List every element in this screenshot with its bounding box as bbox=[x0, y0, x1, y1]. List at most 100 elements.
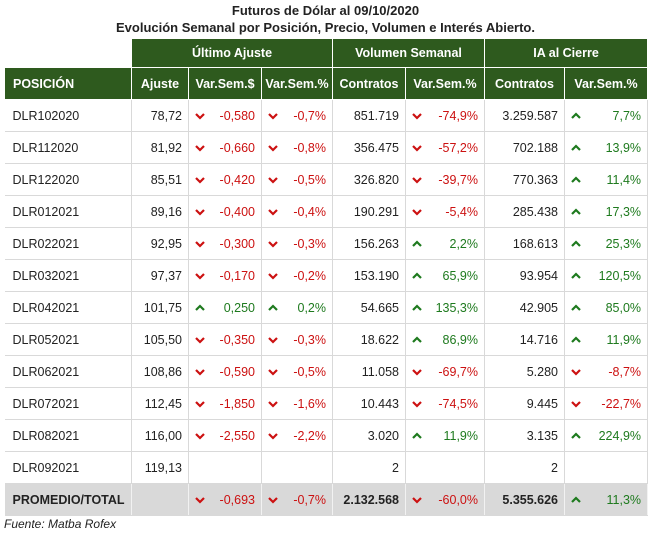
cell-contratos: 190.291 bbox=[332, 195, 406, 228]
chevron-down-icon bbox=[412, 173, 422, 187]
cell-ajuste: 105,50 bbox=[131, 323, 189, 356]
cell-var-abs: -0,420 bbox=[188, 163, 262, 196]
cell-vol-pct: -39,7% bbox=[405, 163, 485, 196]
cell-ajuste: 85,51 bbox=[131, 163, 189, 196]
table-row: DLR092021 119,13 2 2 bbox=[4, 451, 649, 484]
chevron-down-icon bbox=[412, 493, 422, 507]
cell-var-pct-value: -0,2% bbox=[293, 268, 326, 283]
cell-posicion: DLR092021 bbox=[4, 451, 132, 484]
col-ajuste: Ajuste bbox=[131, 67, 189, 100]
cell-ia-contratos: 14.716 bbox=[484, 323, 565, 356]
col-var-abs: Var.Sem.$ bbox=[188, 67, 262, 100]
table-row: DLR072021 112,45 -1,850 -1,6% 10.443 -74,5% 9.… bbox=[4, 387, 649, 420]
cell-posicion: DLR012021 bbox=[4, 195, 132, 228]
cell-ia-contratos: 9.445 bbox=[484, 387, 565, 420]
cell-ia-pct: -22,7% bbox=[564, 387, 649, 420]
cell-ia-pct: 25,3% bbox=[564, 227, 649, 260]
cell-contratos: 18.622 bbox=[332, 323, 406, 356]
cell-posicion: DLR112020 bbox=[4, 131, 132, 164]
cell-var-abs: -0,660 bbox=[188, 131, 262, 164]
header-spacer bbox=[4, 38, 132, 68]
cell-ia-pct: 7,7% bbox=[564, 99, 649, 132]
cell-ia-pct: 85,0% bbox=[564, 291, 649, 324]
cell-ajuste: 97,37 bbox=[131, 259, 189, 292]
chevron-down-icon bbox=[195, 237, 205, 251]
table-row: DLR012021 89,16 -0,400 -0,4% 190.291 -5,4% 285… bbox=[4, 195, 649, 228]
chevron-up-icon bbox=[571, 269, 581, 283]
cell-vol-pct: 2,2% bbox=[405, 227, 485, 260]
cell-var-abs: 0,250 bbox=[188, 291, 262, 324]
cell-var-pct-value: -0,4% bbox=[293, 204, 326, 219]
cell-var-pct bbox=[261, 451, 333, 484]
cell-vol-pct-value: 135,3% bbox=[435, 300, 478, 315]
chevron-down-icon bbox=[268, 205, 278, 219]
cell-vol-pct: 86,9% bbox=[405, 323, 485, 356]
cell-posicion: DLR102020 bbox=[4, 99, 132, 132]
cell-ia-pct: 224,9% bbox=[564, 419, 649, 452]
cell-var-abs: -2,550 bbox=[188, 419, 262, 452]
cell-var-abs-value: 0,250 bbox=[223, 300, 255, 315]
cell-vol-pct-value: -60,0% bbox=[438, 492, 478, 507]
cell-vol-pct: -74,9% bbox=[405, 99, 485, 132]
cell-var-pct: -2,2% bbox=[261, 419, 333, 452]
cell-var-pct: -0,2% bbox=[261, 259, 333, 292]
cell-var-abs: -0,590 bbox=[188, 355, 262, 388]
chevron-down-icon bbox=[571, 397, 581, 411]
cell-var-abs-value: -0,580 bbox=[219, 108, 255, 123]
cell-vol-pct: -5,4% bbox=[405, 195, 485, 228]
cell-vol-pct-value: -39,7% bbox=[438, 172, 478, 187]
cell-ia-contratos: 3.135 bbox=[484, 419, 565, 452]
chevron-up-icon bbox=[571, 173, 581, 187]
cell-var-pct-value: -0,7% bbox=[293, 492, 326, 507]
cell-ajuste: 81,92 bbox=[131, 131, 189, 164]
cell-var-abs-value: -1,850 bbox=[219, 396, 255, 411]
cell-ia-pct-value: 13,9% bbox=[605, 140, 642, 155]
cell-contratos: 851.719 bbox=[332, 99, 406, 132]
cell-var-pct: -0,3% bbox=[261, 227, 333, 260]
cell-var-abs-value: -0,350 bbox=[219, 332, 255, 347]
cell-ia-pct: 120,5% bbox=[564, 259, 649, 292]
cell-posicion: DLR052021 bbox=[4, 323, 132, 356]
col-var-pct: Var.Sem.% bbox=[261, 67, 333, 100]
cell-posicion: PROMEDIO/TOTAL bbox=[4, 483, 132, 516]
chevron-down-icon bbox=[195, 333, 205, 347]
cell-ia-contratos: 770.363 bbox=[484, 163, 565, 196]
table-row: DLR052021 105,50 -0,350 -0,3% 18.622 86,9% 14.… bbox=[4, 323, 649, 356]
cell-posicion: DLR022021 bbox=[4, 227, 132, 260]
cell-contratos: 2.132.568 bbox=[332, 483, 406, 516]
cell-var-pct-value: -0,3% bbox=[293, 332, 326, 347]
chevron-down-icon bbox=[195, 365, 205, 379]
cell-posicion: DLR072021 bbox=[4, 387, 132, 420]
cell-vol-pct-value: -5,4% bbox=[445, 204, 478, 219]
cell-ia-contratos: 5.280 bbox=[484, 355, 565, 388]
chevron-down-icon bbox=[412, 109, 422, 123]
chevron-down-icon bbox=[268, 173, 278, 187]
chevron-up-icon bbox=[571, 205, 581, 219]
cell-ajuste: 112,45 bbox=[131, 387, 189, 420]
table-row: DLR062021 108,86 -0,590 -0,5% 11.058 -69,7% 5.… bbox=[4, 355, 649, 388]
cell-posicion: DLR032021 bbox=[4, 259, 132, 292]
cell-var-abs-value: -2,550 bbox=[219, 428, 255, 443]
chevron-down-icon bbox=[195, 141, 205, 155]
chevron-down-icon bbox=[412, 365, 422, 379]
cell-vol-pct-value: -74,5% bbox=[438, 396, 478, 411]
footer-source: Matba Rofex bbox=[48, 517, 117, 531]
group-ia-cierre: IA al Cierre bbox=[483, 38, 649, 68]
col-contratos: Contratos bbox=[332, 67, 406, 100]
cell-ia-pct bbox=[564, 451, 649, 484]
cell-ajuste: 116,00 bbox=[131, 419, 189, 452]
chevron-down-icon bbox=[195, 269, 205, 283]
cell-ia-pct-value: -8,7% bbox=[608, 364, 642, 379]
cell-var-abs: -0,580 bbox=[188, 99, 262, 132]
chevron-up-icon bbox=[412, 429, 422, 443]
chevron-up-icon bbox=[412, 333, 422, 347]
table-row: DLR032021 97,37 -0,170 -0,2% 153.190 65,9% 93.… bbox=[4, 259, 649, 292]
cell-contratos: 3.020 bbox=[332, 419, 406, 452]
cell-contratos: 156.263 bbox=[332, 227, 406, 260]
table-row: DLR082021 116,00 -2,550 -2,2% 3.020 11,9% 3.13… bbox=[4, 419, 649, 452]
cell-posicion: DLR082021 bbox=[4, 419, 132, 452]
cell-vol-pct: -57,2% bbox=[405, 131, 485, 164]
cell-ajuste: 92,95 bbox=[131, 227, 189, 260]
chevron-up-icon bbox=[195, 301, 205, 315]
cell-var-abs: -0,400 bbox=[188, 195, 262, 228]
